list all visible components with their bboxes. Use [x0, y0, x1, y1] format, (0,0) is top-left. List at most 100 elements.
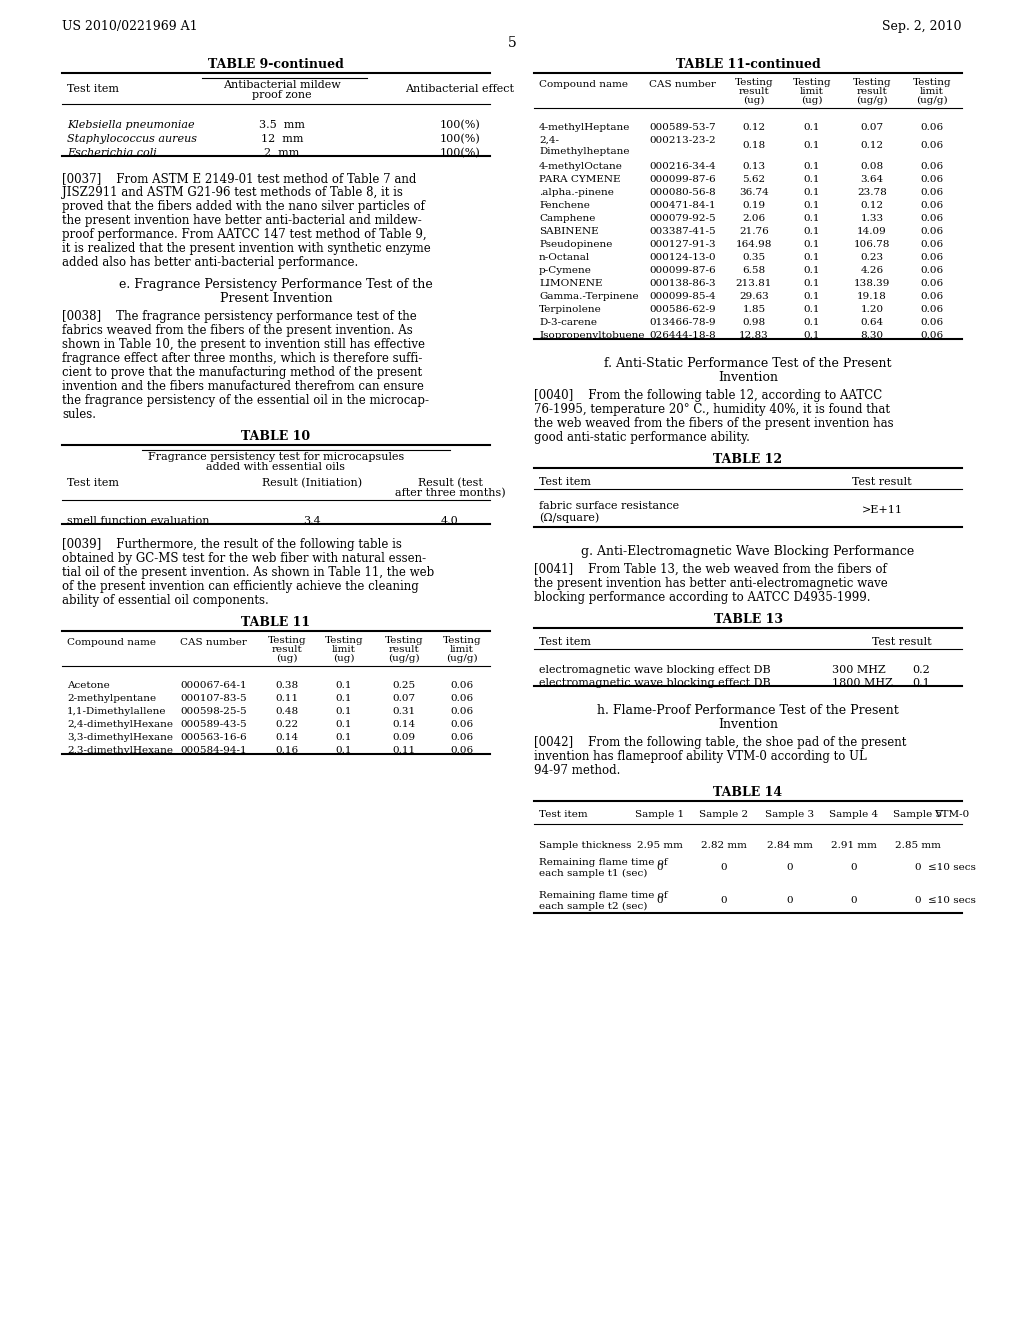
Text: 0.16: 0.16 [275, 746, 299, 755]
Text: 2.95 mm: 2.95 mm [637, 841, 683, 850]
Text: [0042]    From the following table, the shoe pad of the present: [0042] From the following table, the sho… [534, 737, 906, 748]
Text: 4.26: 4.26 [860, 267, 884, 275]
Text: Test result: Test result [852, 477, 911, 487]
Text: 0.06: 0.06 [451, 733, 473, 742]
Text: after three months): after three months) [394, 488, 505, 499]
Text: 2.84 mm: 2.84 mm [767, 841, 813, 850]
Text: 0.06: 0.06 [921, 162, 943, 172]
Text: invention and the fibers manufactured therefrom can ensure: invention and the fibers manufactured th… [62, 380, 424, 393]
Text: LIMONENE: LIMONENE [539, 279, 602, 288]
Text: electromagnetic wave blocking effect DB: electromagnetic wave blocking effect DB [539, 678, 771, 688]
Text: 0.1: 0.1 [336, 708, 352, 715]
Text: p-Cymene: p-Cymene [539, 267, 592, 275]
Text: 0.06: 0.06 [921, 279, 943, 288]
Text: 000216-34-4: 000216-34-4 [649, 162, 716, 172]
Text: Remaining flame time of: Remaining flame time of [539, 858, 668, 867]
Text: n-Octanal: n-Octanal [539, 253, 590, 261]
Text: 000099-85-4: 000099-85-4 [649, 292, 716, 301]
Text: 2.91 mm: 2.91 mm [831, 841, 877, 850]
Text: Remaining flame time of: Remaining flame time of [539, 891, 668, 900]
Text: 0.13: 0.13 [742, 162, 766, 172]
Text: 000584-94-1: 000584-94-1 [180, 746, 247, 755]
Text: (ug): (ug) [333, 653, 354, 663]
Text: CAS number: CAS number [180, 638, 247, 647]
Text: 000127-91-3: 000127-91-3 [649, 240, 716, 249]
Text: blocking performance according to AATCC D4935-1999.: blocking performance according to AATCC … [534, 591, 870, 605]
Text: 21.76: 21.76 [739, 227, 769, 236]
Text: 0.1: 0.1 [804, 318, 820, 327]
Text: 0: 0 [851, 863, 857, 873]
Text: the web weaved from the fibers of the present invention has: the web weaved from the fibers of the pr… [534, 417, 894, 430]
Text: 0.06: 0.06 [921, 227, 943, 236]
Text: 0.31: 0.31 [392, 708, 416, 715]
Text: 0.12: 0.12 [860, 141, 884, 150]
Text: 0.22: 0.22 [275, 719, 299, 729]
Text: [0037]    From ASTM E 2149-01 test method of Table 7 and: [0037] From ASTM E 2149-01 test method o… [62, 172, 417, 185]
Text: result: result [738, 87, 769, 96]
Text: 1.85: 1.85 [742, 305, 766, 314]
Text: D-3-carene: D-3-carene [539, 318, 597, 327]
Text: 0: 0 [851, 896, 857, 906]
Text: 0.18: 0.18 [742, 141, 766, 150]
Text: 0.23: 0.23 [860, 253, 884, 261]
Text: 213.81: 213.81 [736, 279, 772, 288]
Text: Result (Initiation): Result (Initiation) [262, 478, 362, 488]
Text: 0.06: 0.06 [921, 305, 943, 314]
Text: (ug): (ug) [801, 96, 822, 106]
Text: 0.1: 0.1 [804, 162, 820, 172]
Text: Testing: Testing [912, 78, 951, 87]
Text: the present invention have better anti-bacterial and mildew-: the present invention have better anti-b… [62, 214, 422, 227]
Text: 0.48: 0.48 [275, 708, 299, 715]
Text: Fragrance persistency test for microcapsules: Fragrance persistency test for microcaps… [147, 451, 404, 462]
Text: of the present invention can efficiently achieve the cleaning: of the present invention can efficiently… [62, 579, 419, 593]
Text: Testing: Testing [442, 636, 481, 645]
Text: Antibacterial mildew: Antibacterial mildew [223, 81, 341, 90]
Text: Test item: Test item [67, 478, 119, 488]
Text: 12  mm: 12 mm [261, 135, 303, 144]
Text: 0.06: 0.06 [921, 240, 943, 249]
Text: 12.83: 12.83 [739, 331, 769, 341]
Text: 0.1: 0.1 [336, 746, 352, 755]
Text: obtained by GC-MS test for the web fiber with natural essen-: obtained by GC-MS test for the web fiber… [62, 552, 426, 565]
Text: TABLE 11-continued: TABLE 11-continued [676, 58, 820, 71]
Text: Terpinolene: Terpinolene [539, 305, 602, 314]
Text: 5: 5 [508, 36, 516, 50]
Text: 4.0: 4.0 [441, 516, 459, 525]
Text: Acetone: Acetone [67, 681, 110, 690]
Text: 0.06: 0.06 [921, 318, 943, 327]
Text: 000067-64-1: 000067-64-1 [180, 681, 247, 690]
Text: Test item: Test item [539, 810, 588, 818]
Text: result: result [389, 645, 420, 653]
Text: 14.09: 14.09 [857, 227, 887, 236]
Text: 000079-92-5: 000079-92-5 [649, 214, 716, 223]
Text: Gamma.-Terpinene: Gamma.-Terpinene [539, 292, 639, 301]
Text: 0.06: 0.06 [451, 694, 473, 704]
Text: 300 MHZ: 300 MHZ [831, 665, 886, 675]
Text: 0: 0 [786, 863, 794, 873]
Text: ≤10 secs: ≤10 secs [928, 863, 976, 873]
Text: (ug): (ug) [743, 96, 765, 106]
Text: invention has flameproof ability VTM-0 according to UL: invention has flameproof ability VTM-0 a… [534, 750, 866, 763]
Text: TABLE 11: TABLE 11 [242, 616, 310, 630]
Text: (ug/g): (ug/g) [446, 653, 478, 663]
Text: [0040]    From the following table 12, according to AATCC: [0040] From the following table 12, acco… [534, 389, 883, 403]
Text: Sample 1: Sample 1 [636, 810, 685, 818]
Text: 000124-13-0: 000124-13-0 [649, 253, 716, 261]
Text: 0: 0 [721, 863, 727, 873]
Text: Testing: Testing [325, 636, 364, 645]
Text: Sample 3: Sample 3 [765, 810, 814, 818]
Text: 19.18: 19.18 [857, 292, 887, 301]
Text: 0.25: 0.25 [392, 681, 416, 690]
Text: 3,3-dimethylHexane: 3,3-dimethylHexane [67, 733, 173, 742]
Text: 0: 0 [721, 896, 727, 906]
Text: US 2010/0221969 A1: US 2010/0221969 A1 [62, 20, 198, 33]
Text: electromagnetic wave blocking effect DB: electromagnetic wave blocking effect DB [539, 665, 771, 675]
Text: 0.06: 0.06 [451, 708, 473, 715]
Text: VTM-0: VTM-0 [934, 810, 970, 818]
Text: 0.19: 0.19 [742, 201, 766, 210]
Text: Sep. 2, 2010: Sep. 2, 2010 [883, 20, 962, 33]
Text: 1,1-Dimethylallene: 1,1-Dimethylallene [67, 708, 167, 715]
Text: (ug/g): (ug/g) [916, 96, 948, 106]
Text: 1.33: 1.33 [860, 214, 884, 223]
Text: proof zone: proof zone [252, 90, 312, 100]
